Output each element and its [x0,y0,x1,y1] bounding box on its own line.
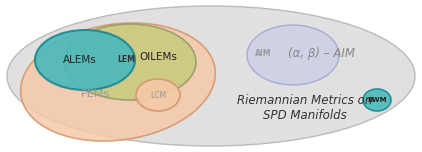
Ellipse shape [7,6,415,146]
Text: PEMs: PEMs [81,89,110,99]
Ellipse shape [64,24,196,100]
Text: LEM: LEM [117,55,135,64]
Text: LCM: LCM [150,92,166,100]
Ellipse shape [247,25,339,85]
Ellipse shape [35,30,135,90]
Ellipse shape [136,79,180,111]
Text: BWM: BWM [367,97,387,103]
Text: ALEMs: ALEMs [63,55,97,65]
Ellipse shape [363,89,391,111]
Text: OILEMs: OILEMs [139,52,177,62]
Text: Riemannian Metrics on
SPD Manifolds: Riemannian Metrics on SPD Manifolds [237,94,373,122]
Ellipse shape [21,23,215,141]
Text: AIM: AIM [255,50,271,59]
Text: (α, β) – AIM: (α, β) – AIM [289,47,355,60]
